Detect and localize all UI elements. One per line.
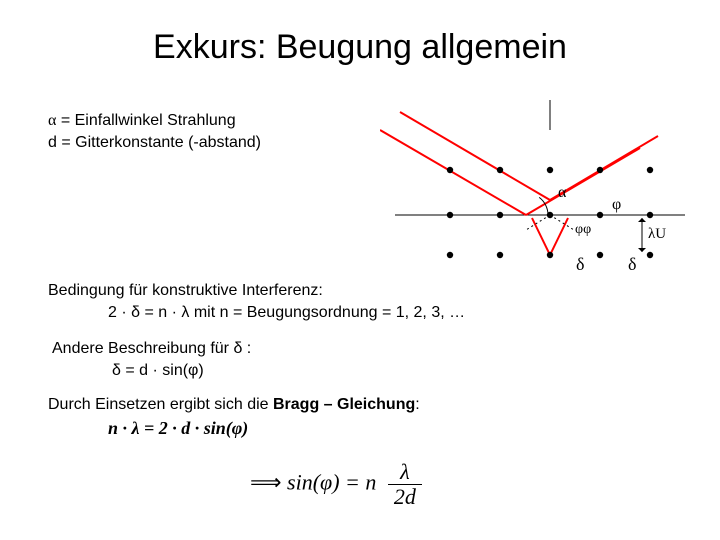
para2-line1: Andere Beschreibung für δ :: [52, 338, 251, 360]
formula-den: 2d: [388, 485, 422, 509]
para2-line2: δ = d · sin(φ): [112, 360, 204, 382]
para3-line1-pre: Durch Einsetzen ergibt sich die: [48, 396, 273, 413]
page-title: Exkurs: Beugung allgemein: [0, 28, 720, 67]
def-d: d = Gitterkonstante (-abstand): [48, 132, 261, 154]
paragraph-delta: Andere Beschreibung für δ : δ = d · sin(…: [52, 338, 251, 383]
diagram-svg: αφφφδδλU: [380, 100, 690, 290]
para1-line2: 2 · δ = n · λ mit n = Beugungsordnung = …: [108, 302, 465, 324]
formula-arrow: ⟹: [250, 470, 282, 495]
para1-line1: Bedingung für konstruktive Interferenz:: [48, 280, 465, 302]
formula-num: λ: [388, 460, 422, 485]
para3-line1-post: :: [415, 396, 419, 413]
svg-text:δ: δ: [628, 254, 636, 274]
svg-text:λU: λU: [648, 226, 666, 242]
para3-line1: Durch Einsetzen ergibt sich die Bragg – …: [48, 394, 420, 416]
svg-text:φ: φ: [612, 196, 621, 213]
definitions-block: α = Einfallwinkel Strahlung d = Gitterko…: [48, 110, 261, 153]
def-alpha-text: = Einfallwinkel Strahlung: [56, 112, 235, 129]
bragg-diagram: αφφφδδλU: [380, 100, 690, 290]
formula-final: ⟹ sin(φ) = n λ 2d: [250, 460, 422, 509]
para3-line2: n · λ = 2 · d · sin(φ): [108, 416, 248, 441]
svg-text:δ: δ: [576, 254, 584, 274]
svg-text:α: α: [558, 184, 567, 201]
paragraph-interference: Bedingung für konstruktive Interferenz: …: [48, 280, 465, 325]
para3-line1-bold: Bragg – Gleichung: [273, 396, 415, 413]
formula-lhs: sin(φ) = n: [287, 470, 376, 495]
def-alpha: α = Einfallwinkel Strahlung: [48, 110, 261, 132]
paragraph-bragg: Durch Einsetzen ergibt sich die Bragg – …: [48, 394, 420, 442]
svg-text:φφ: φφ: [575, 222, 591, 237]
